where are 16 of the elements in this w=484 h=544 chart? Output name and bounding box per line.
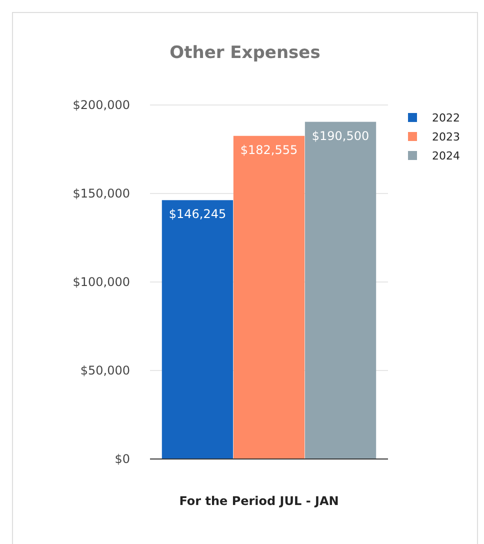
x-axis-title: For the Period JUL - JAN [179,494,339,508]
y-tick-label: $200,000 [72,98,130,112]
legend-label: 2024 [432,150,460,162]
bar [162,200,234,459]
data-label: $182,555 [240,142,298,157]
bar [304,122,376,459]
y-tick-label: $50,000 [80,364,130,378]
bar [233,136,305,459]
data-label: $190,500 [312,128,370,143]
y-tick-label: $100,000 [72,275,130,289]
legend-label: 2022 [432,112,460,124]
data-label: $146,245 [168,207,226,222]
chart-title: Other Expenses [170,43,320,63]
y-tick-label: $0 [114,452,130,466]
legend-label: 2023 [432,130,460,144]
y-tick-label: $150,000 [72,186,130,200]
